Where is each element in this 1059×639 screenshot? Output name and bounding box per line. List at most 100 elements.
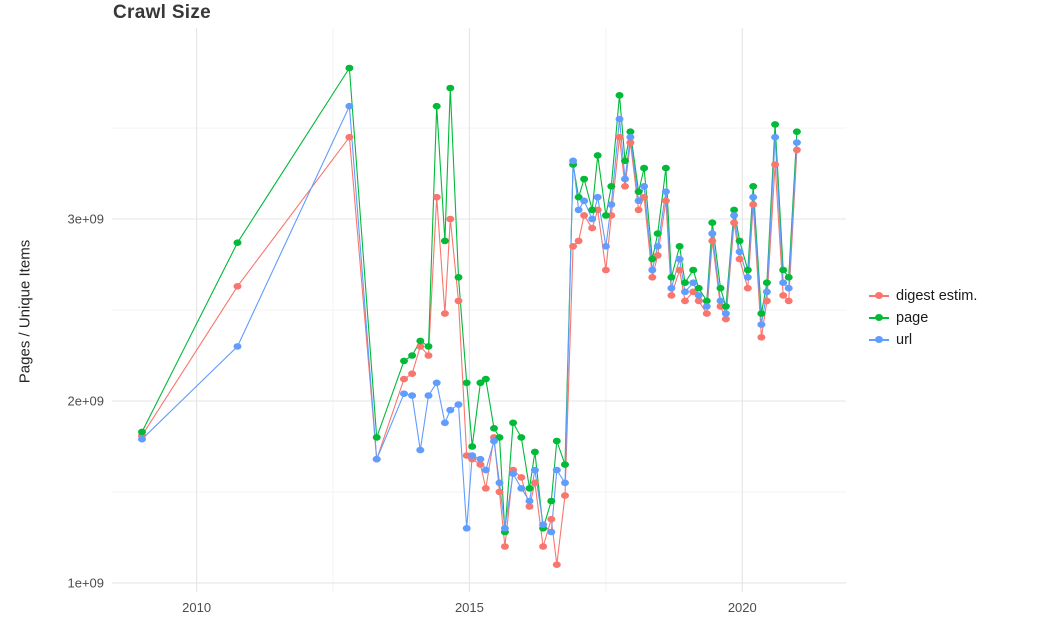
data-point-url	[771, 133, 780, 141]
data-point-url	[653, 243, 662, 250]
data-point-url	[372, 455, 381, 463]
data-point-url	[476, 455, 485, 463]
data-point-url	[689, 279, 698, 287]
data-point-url	[561, 479, 569, 487]
data-point-digest-estim	[702, 310, 711, 317]
data-point-digest-estim	[574, 237, 583, 245]
data-point-url	[400, 390, 408, 398]
data-point-digest-estim	[495, 488, 504, 496]
data-point-url	[495, 479, 504, 487]
data-point-url	[233, 343, 242, 350]
data-point-digest-estim	[408, 370, 417, 378]
data-point-url	[675, 255, 684, 263]
data-point-page	[716, 284, 725, 292]
data-point-digest-estim	[593, 206, 602, 214]
data-point-page	[580, 175, 589, 183]
data-point-url	[588, 215, 597, 223]
data-point-url	[462, 525, 471, 532]
data-point-url	[580, 197, 589, 205]
data-point-page	[615, 92, 624, 99]
data-point-page	[735, 237, 744, 245]
data-point-url	[424, 392, 433, 399]
data-point-page	[495, 434, 504, 441]
data-point-digest-estim	[400, 375, 408, 383]
data-point-page	[708, 219, 717, 226]
data-point-digest-estim	[481, 485, 490, 492]
data-point-digest-estim	[588, 224, 597, 232]
data-point-page	[400, 357, 408, 365]
legend-key-icon	[869, 311, 889, 325]
data-point-digest-estim	[552, 561, 561, 568]
data-point-page	[779, 266, 788, 274]
legend-label-page: page	[896, 309, 929, 326]
data-point-url	[784, 284, 793, 292]
data-point-url	[446, 406, 455, 414]
data-point-digest-estim	[681, 297, 689, 305]
data-point-digest-estim	[424, 352, 433, 359]
data-point-page	[730, 206, 739, 214]
data-point-page	[552, 437, 561, 445]
data-point-page	[640, 164, 649, 172]
data-point-digest-estim	[675, 266, 684, 274]
data-point-page	[593, 152, 602, 159]
data-point-page	[416, 337, 425, 345]
legend-item-url: url	[869, 332, 977, 348]
data-point-url	[708, 230, 717, 237]
data-point-url	[601, 243, 610, 250]
data-point-url	[468, 452, 477, 459]
data-point-url	[640, 183, 649, 190]
data-point-url	[735, 248, 744, 256]
data-point-page	[525, 485, 534, 492]
data-point-url	[416, 446, 425, 454]
data-point-page	[517, 434, 526, 441]
data-point-page	[432, 102, 441, 110]
data-point-digest-estim	[708, 237, 717, 245]
data-point-page	[138, 428, 146, 436]
data-point-page	[462, 379, 471, 387]
data-point-page	[694, 284, 703, 292]
data-point-page	[634, 188, 643, 195]
data-point-digest-estim	[621, 183, 629, 190]
data-point-digest-estim	[539, 543, 548, 550]
data-point-url	[716, 297, 725, 305]
data-point-page	[607, 183, 616, 190]
data-point-page	[468, 443, 477, 450]
data-point-digest-estim	[547, 515, 556, 523]
data-point-digest-estim	[661, 197, 670, 205]
data-point-url	[517, 485, 526, 492]
data-point-url	[530, 466, 539, 474]
data-point-url	[525, 497, 534, 505]
data-point-page	[476, 379, 485, 387]
data-point-digest-estim	[743, 284, 752, 292]
data-point-url	[574, 206, 583, 214]
data-point-url	[539, 521, 548, 528]
data-point-page	[440, 237, 449, 245]
data-point-url	[593, 193, 602, 201]
data-point-digest-estim	[735, 255, 744, 263]
data-point-digest-estim	[779, 292, 788, 299]
data-point-url	[626, 133, 635, 141]
data-point-page	[372, 434, 381, 441]
data-point-url	[500, 525, 509, 532]
data-point-url	[702, 303, 711, 310]
legend: digest estim. page url	[869, 288, 977, 348]
data-point-page	[481, 375, 490, 383]
data-point-page	[771, 121, 780, 128]
data-point-page	[601, 212, 610, 219]
data-point-page	[702, 297, 711, 305]
data-point-page	[547, 497, 556, 505]
data-point-digest-estim	[561, 492, 569, 499]
y-tick-label: 2e+09	[67, 394, 104, 409]
data-point-url	[615, 115, 624, 123]
data-point-url	[621, 175, 629, 183]
data-point-digest-estim	[694, 297, 703, 305]
data-point-digest-estim	[416, 343, 425, 350]
data-point-url	[547, 528, 556, 536]
x-tick-label: 2010	[182, 600, 211, 615]
data-point-page	[757, 310, 766, 317]
data-point-digest-estim	[653, 252, 662, 259]
data-point-digest-estim	[500, 543, 509, 550]
data-point-digest-estim	[634, 206, 643, 214]
data-point-url	[648, 266, 657, 274]
